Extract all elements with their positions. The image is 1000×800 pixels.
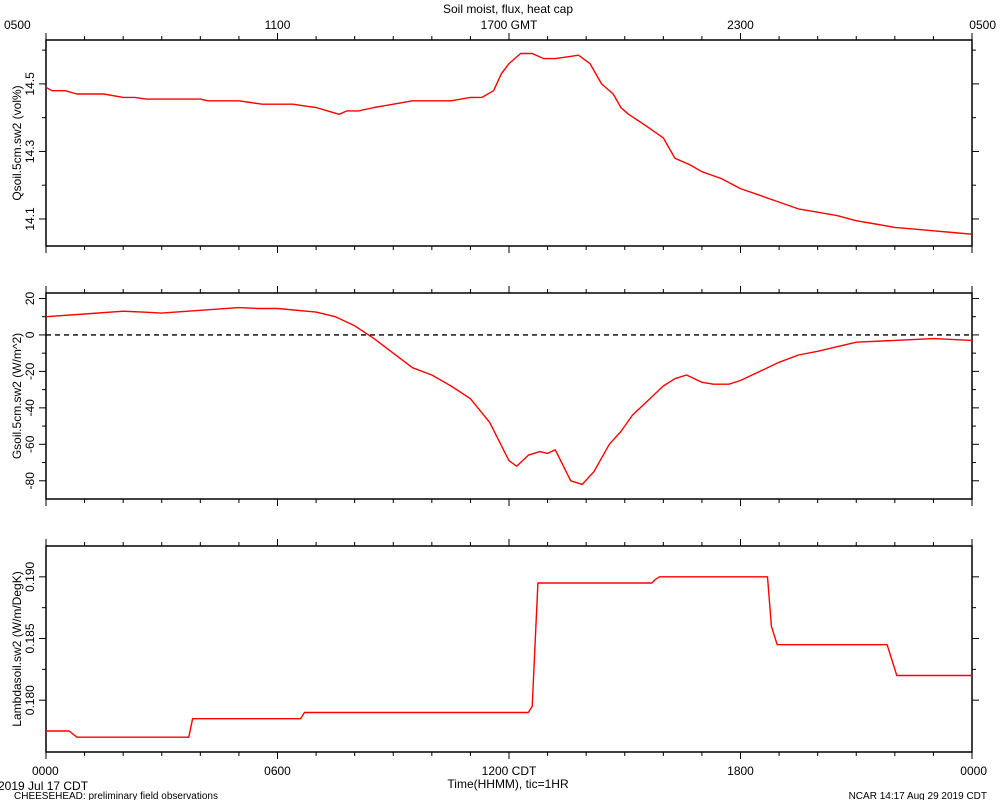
- y-axis-label: Lambdasoil.sw2 (W/m/DegK): [10, 571, 24, 726]
- panel-frame: [45, 292, 973, 500]
- top-tick-label: 0500: [969, 18, 996, 32]
- footer-project: CHEESEHEAD: preliminary field observatio…: [14, 791, 218, 800]
- x-axis-label: Time(HHMM), tic=1HR: [447, 777, 569, 791]
- y-tick-label: 0: [23, 331, 37, 338]
- top-tick-label: 1700 GMT: [481, 18, 538, 32]
- bottom-tick-label: 1200 CDT: [482, 764, 537, 778]
- y-tick-label: 0.180: [23, 685, 37, 715]
- y-axis-label: Qsoil.5cm.sw2 (vol%): [10, 85, 24, 200]
- bottom-time-axis: 0000 0600 1200 CDT 1800 0000: [32, 764, 987, 778]
- bottom-tick-label: 0000: [32, 764, 59, 778]
- y-tick-label: 20: [23, 291, 37, 305]
- top-tick-label: 1100: [265, 18, 291, 32]
- series-line: [45, 52, 973, 235]
- bottom-tick-label: 0600: [264, 764, 291, 778]
- series-line: [45, 306, 973, 486]
- y-tick-label: 14.3: [23, 139, 37, 163]
- panel-2: -80 -60 -40 -20 0 20 Gsoil.5cm.sw2 (W/m^2): [10, 286, 979, 506]
- y-tick-label: -20: [23, 362, 37, 380]
- y-tick-label: -80: [23, 472, 37, 490]
- y-tick-label: 14.5: [23, 72, 37, 96]
- y-tick-label: 0.185: [23, 623, 37, 653]
- y-tick-label: -60: [23, 435, 37, 453]
- top-tick-label: 0500: [4, 18, 31, 32]
- footer-date: 2019 Jul 17 CDT: [0, 779, 89, 793]
- top-time-axis: 0500 1100 1700 GMT 2300 0500: [4, 18, 996, 32]
- panel-frame: [45, 545, 973, 753]
- top-tick-label: 2300: [727, 18, 754, 32]
- y-axis-label: Gsoil.5cm.sw2 (W/m^2): [10, 333, 24, 459]
- footer-stamp: NCAR 14:17 Aug 29 2019 CDT: [849, 791, 987, 800]
- bottom-tick-label: 0000: [960, 764, 987, 778]
- y-tick-label: -40: [23, 399, 37, 417]
- y-tick-label: 0.190: [23, 561, 37, 591]
- y-tick-label: 14.1: [23, 207, 37, 231]
- chart-title: Soil moist, flux, heat cap: [443, 2, 573, 16]
- bottom-tick-label: 1800: [727, 764, 754, 778]
- series-line: [46, 576, 972, 738]
